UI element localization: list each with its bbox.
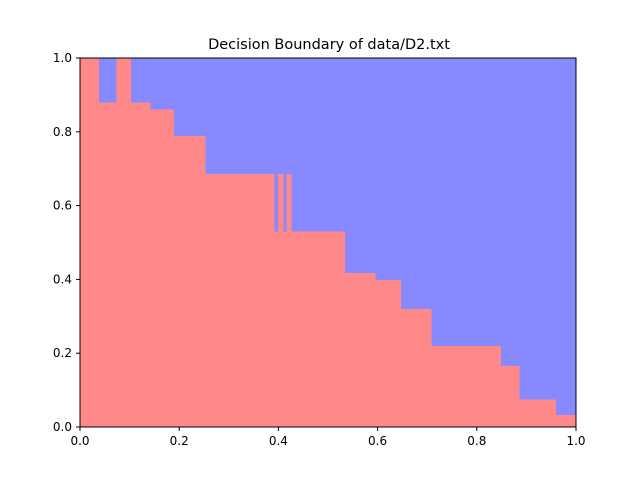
y-tick-label: 0.4 (53, 272, 72, 286)
x-tick-label: 0.8 (467, 434, 486, 448)
y-tick-label: 1.0 (53, 51, 72, 65)
lower-region-step-16 (500, 366, 520, 427)
y-tick-label: 0.6 (53, 199, 72, 213)
lower-region-step-6 (204, 174, 275, 427)
plot-frame (79, 57, 577, 428)
y-tick-label: 0.2 (53, 346, 72, 360)
lower-class-region (80, 58, 577, 427)
lower-region-step-14 (400, 308, 432, 427)
lower-region-step-9 (282, 231, 287, 427)
lower-region-step-1 (98, 102, 118, 427)
lower-region-step-13 (375, 280, 402, 427)
x-axis: 0.0 0.2 0.4 0.6 0.8 1.0 (70, 427, 586, 448)
lower-region-step-18 (555, 415, 577, 427)
x-tick-label: 0.0 (70, 434, 89, 448)
lower-region-step-0 (80, 58, 99, 427)
x-tick-label: 0.6 (368, 434, 387, 448)
y-tick-label: 0.0 (53, 420, 72, 434)
x-tick-label: 1.0 (566, 434, 585, 448)
lower-region-step-3 (130, 102, 151, 427)
lower-region-step-7 (273, 231, 279, 427)
lower-region-step-11 (290, 231, 345, 427)
x-tick-label: 0.2 (170, 434, 189, 448)
lower-region-step-8 (277, 174, 284, 427)
y-axis: 0.0 0.2 0.4 0.6 0.8 1.0 (53, 51, 80, 434)
lower-region-step-2 (116, 58, 132, 427)
lower-region-step-5 (173, 136, 206, 427)
chart-title: Decision Boundary of data/D2.txt (208, 37, 450, 53)
lower-region-step-17 (518, 399, 556, 427)
lower-region-step-15 (430, 345, 502, 427)
lower-region-step-4 (149, 109, 174, 427)
x-tick-label: 0.4 (269, 434, 288, 448)
lower-region-step-10 (286, 174, 292, 427)
lower-region-step-12 (344, 272, 376, 427)
y-tick-label: 0.8 (53, 125, 72, 139)
